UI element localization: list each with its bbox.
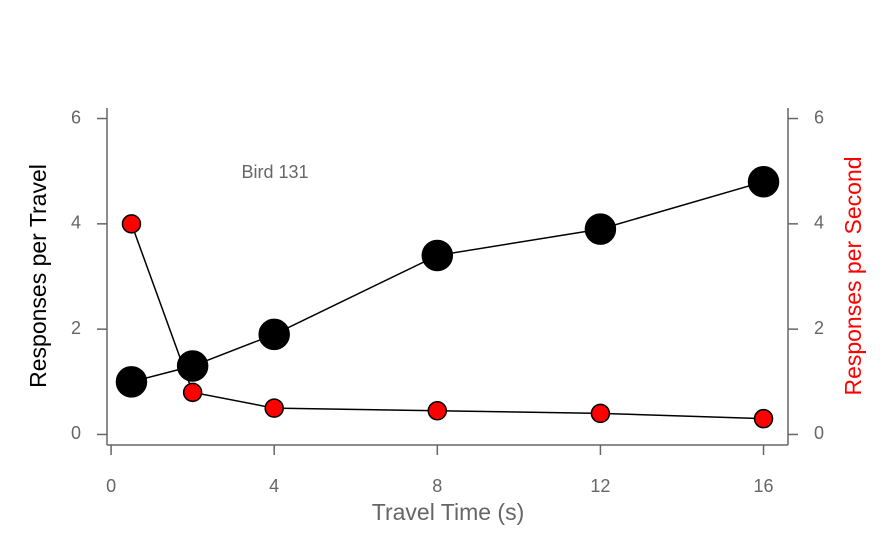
x-tick-label: 8 bbox=[432, 476, 442, 496]
point bbox=[584, 213, 617, 245]
y2-tick-label: 2 bbox=[814, 318, 824, 338]
point bbox=[427, 401, 448, 421]
point bbox=[176, 350, 209, 382]
point bbox=[115, 366, 148, 398]
y-axis-label: Responses per Travel bbox=[25, 164, 51, 388]
x-axis-label: Travel Time (s) bbox=[372, 499, 525, 525]
y2-tick-label: 4 bbox=[814, 213, 824, 233]
x-tick-label: 16 bbox=[754, 476, 774, 496]
x-tick-label: 12 bbox=[590, 476, 610, 496]
point bbox=[590, 403, 611, 424]
y-tick-label: 0 bbox=[71, 423, 81, 443]
point bbox=[264, 398, 284, 418]
y-tick-label: 4 bbox=[71, 213, 81, 233]
series-line bbox=[131, 180, 764, 383]
annotation: Bird 131 bbox=[241, 162, 308, 182]
point bbox=[121, 214, 142, 234]
x-tick-label: 4 bbox=[269, 476, 279, 496]
y-tick-label: 2 bbox=[71, 318, 81, 338]
y2-tick-label: 0 bbox=[814, 423, 824, 443]
y-tick-label: 6 bbox=[71, 107, 81, 127]
point bbox=[753, 408, 774, 429]
y2-tick-label: 6 bbox=[814, 107, 824, 127]
x-tick-label: 0 bbox=[106, 476, 116, 496]
point bbox=[182, 382, 203, 403]
point bbox=[258, 318, 290, 351]
point bbox=[747, 165, 780, 198]
point bbox=[421, 239, 454, 272]
y2-axis-label: Responses per Second bbox=[840, 156, 866, 395]
